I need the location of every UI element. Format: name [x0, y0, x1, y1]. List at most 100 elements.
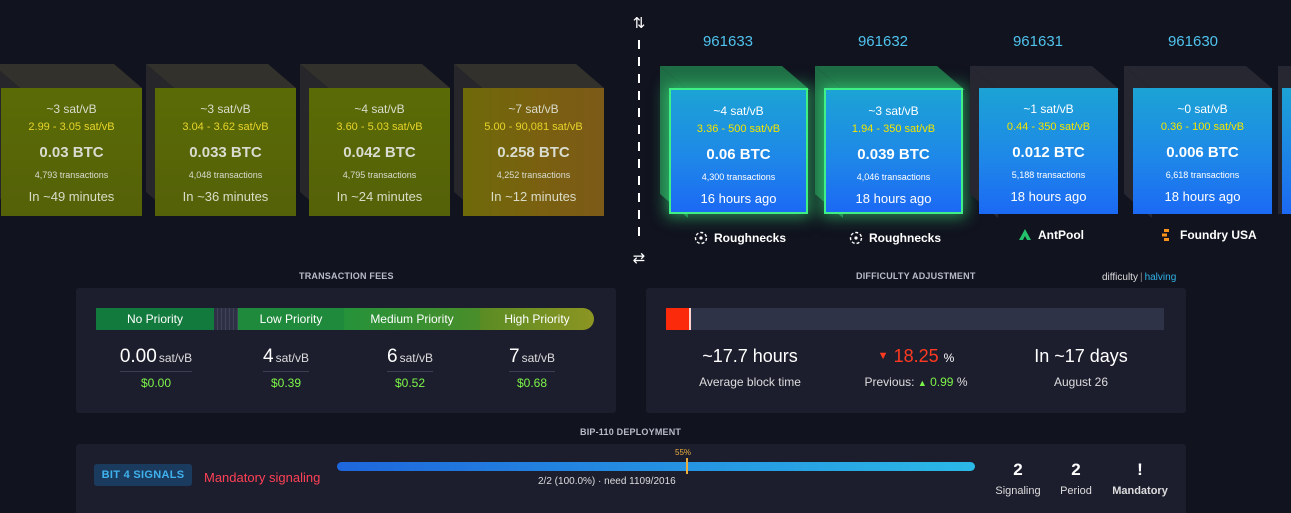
mined-block[interactable]: ~0 sat/vB 0.36 - 100 sat/vB 0.006 BTC 6,…: [1124, 66, 1274, 218]
stat-label: Signaling: [995, 485, 1041, 497]
pool-label[interactable]: AntPool: [1018, 225, 1084, 245]
block-edge-top: [300, 64, 450, 88]
bip-progress-bar: [337, 462, 975, 471]
fee-range: 2.99 - 3.05 sat/vB: [28, 121, 115, 133]
block-face[interactable]: ~3 sat/vB 3.04 - 3.62 sat/vB 0.033 BTC 4…: [155, 88, 296, 216]
avg-block-time-value: ~17.7 hours: [702, 346, 798, 366]
fee-range: 5.00 - 90,081 sat/vB: [484, 121, 583, 133]
mempool-divider: [638, 40, 640, 240]
total-fees: 0.039 BTC: [857, 146, 930, 163]
total-fees: 0.012 BTC: [1012, 144, 1085, 161]
swap-horizontal-icon[interactable]: ⇄: [632, 250, 646, 267]
block-face[interactable]: ~3 sat/vB 1.94 - 350 sat/vB 0.039 BTC 4,…: [824, 88, 963, 214]
fee-value: 0.00 sat/vB: [119, 346, 193, 372]
block-face[interactable]: ~0 sat/vB 0.36 - 100 sat/vB 0.006 BTC 6,…: [1133, 88, 1272, 214]
median-fee: ~4 sat/vB: [713, 104, 764, 118]
fee-range: 0.36 - 100 sat/vB: [1160, 121, 1245, 133]
next-adjustment-date: August 26: [1053, 375, 1109, 389]
block-face[interactable]: ~1 sat/vB 0.44 - 350 sat/vB 0.012 BTC 5,…: [979, 88, 1118, 214]
difficulty-link[interactable]: difficulty: [1102, 272, 1138, 283]
total-fees: 0.033 BTC: [189, 144, 262, 161]
difficulty-progress-marker: [689, 308, 691, 330]
mined-block[interactable]: ~4 sat/vB 3.36 - 500 sat/vB 0.06 BTC 4,3…: [660, 66, 810, 218]
swap-vertical-icon[interactable]: ⇅: [632, 15, 646, 32]
tx-count: 6,618 transactions: [1165, 170, 1240, 180]
foundry-icon: [1162, 229, 1169, 241]
block-edge-top: [970, 66, 1120, 90]
block-edge-top: [454, 64, 604, 88]
block-age: 18 hours ago: [1010, 189, 1087, 204]
increase-arrow-icon: ▲: [917, 378, 927, 388]
mempool-block[interactable]: ~4 sat/vB 3.60 - 5.03 sat/vB 0.042 BTC 4…: [300, 64, 450, 216]
pool-name: Roughnecks: [869, 231, 942, 245]
bip-title: BIP-110 DEPLOYMENT: [580, 427, 682, 437]
median-fee: ~7 sat/vB: [508, 102, 559, 116]
stat-label: Mandatory: [1112, 485, 1168, 497]
next-adjustment: In ~17 days August 26: [1021, 346, 1141, 389]
mined-block[interactable]: ~1 sat/vB 0.44 - 350 sat/vB 0.012 BTC 5,…: [970, 66, 1120, 218]
tx-count: 4,300 transactions: [701, 172, 776, 182]
bip-panel: BIT 4 SIGNALS Mandatory signaling 55% 2/…: [76, 444, 1186, 513]
block-face[interactable]: ~4 sat/vB 3.60 - 5.03 sat/vB 0.042 BTC 4…: [309, 88, 450, 216]
stat-label: Period: [1060, 485, 1092, 497]
fee-range: 3.60 - 5.03 sat/vB: [336, 121, 423, 133]
block-edge-top: [1124, 66, 1274, 90]
fees-title: TRANSACTION FEES: [299, 271, 394, 281]
block-eta: In ~36 minutes: [182, 189, 269, 204]
block-height-link[interactable]: 961633: [702, 33, 754, 50]
halving-link[interactable]: halving: [1144, 272, 1177, 283]
tx-count: 4,795 transactions: [342, 170, 417, 180]
block-height-link[interactable]: 961630: [1167, 33, 1219, 50]
total-fees: 0.042 BTC: [343, 144, 416, 161]
pool-label[interactable]: Roughnecks: [694, 228, 786, 248]
total-fees: 0.006 BTC: [1166, 144, 1239, 161]
stat-value: 2: [1071, 460, 1081, 479]
no-priority-label: No Priority: [96, 308, 214, 330]
difficulty-halving-toggle: difficulty | halving: [1102, 272, 1176, 283]
block-height-link[interactable]: 961631: [1012, 33, 1064, 50]
previous-label: Previous:: [864, 375, 915, 389]
previous-change: Previous: ▲ 0.99 %: [856, 375, 976, 389]
total-fees: 0.03 BTC: [39, 144, 104, 161]
tx-count: 4,252 transactions: [496, 170, 571, 180]
fee-range: 1.94 - 350 sat/vB: [851, 123, 936, 135]
bip-threshold-marker: [686, 458, 688, 474]
link-separator: |: [1139, 272, 1143, 283]
avg-block-time: ~17.7 hours Average block time: [690, 346, 810, 389]
low-priority-label: Low Priority: [238, 308, 344, 330]
fee-no-priority: 0.00 sat/vB $0.00: [114, 346, 198, 390]
pool-name: Roughnecks: [714, 231, 787, 245]
fee-gap: [214, 308, 238, 330]
fee-value: 7 sat/vB: [509, 346, 555, 372]
block-face[interactable]: ~3 sat/vB 2.99 - 3.05 sat/vB 0.03 BTC 4,…: [1, 88, 142, 216]
block-edge-top: [815, 66, 965, 90]
block-age: 16 hours ago: [700, 191, 777, 206]
block-edge-top: [146, 64, 296, 88]
tx-count: 4,046 transactions: [856, 172, 931, 182]
pool-label[interactable]: Roughnecks: [849, 228, 941, 248]
fee-high-priority: 7 sat/vB $0.68: [494, 346, 570, 390]
block-eta: In ~24 minutes: [336, 189, 423, 204]
fee-value: 6 sat/vB: [387, 346, 433, 372]
stat-value: 2: [1013, 460, 1023, 479]
tx-count: 5,188 transactions: [1011, 170, 1086, 180]
mempool-block[interactable]: ~3 sat/vB 3.04 - 3.62 sat/vB 0.033 BTC 4…: [146, 64, 296, 216]
median-fee: ~3 sat/vB: [46, 102, 97, 116]
block-face[interactable]: ~7 sat/vB 5.00 - 90,081 sat/vB 0.258 BTC…: [463, 88, 604, 216]
previous-unit: %: [956, 375, 968, 389]
antpool-icon: [1019, 229, 1031, 240]
mined-block[interactable]: ~3 sat/vB 1.94 - 350 sat/vB 0.039 BTC 4,…: [815, 66, 965, 218]
pool-label[interactable]: Foundry USA: [1160, 225, 1257, 245]
mempool-block[interactable]: ~3 sat/vB 2.99 - 3.05 sat/vB 0.03 BTC 4,…: [0, 64, 142, 216]
bip-threshold-label: 55%: [675, 448, 692, 457]
mempool-block[interactable]: ~7 sat/vB 5.00 - 90,081 sat/vB 0.258 BTC…: [454, 64, 604, 216]
pool-name: Foundry USA: [1180, 228, 1257, 242]
difficulty-change-unit: %: [943, 351, 955, 365]
block-face[interactable]: ~4 sat/vB 3.36 - 500 sat/vB 0.06 BTC 4,3…: [669, 88, 808, 214]
fee-usd: $0.00: [140, 376, 172, 390]
fee-usd: $0.68: [516, 376, 548, 390]
fee-range: 0.44 - 350 sat/vB: [1006, 121, 1091, 133]
block-height-link[interactable]: 961632: [857, 33, 909, 50]
mined-block-partial[interactable]: [1278, 66, 1291, 214]
bip-signal-badge: BIT 4 SIGNALS: [94, 464, 192, 486]
